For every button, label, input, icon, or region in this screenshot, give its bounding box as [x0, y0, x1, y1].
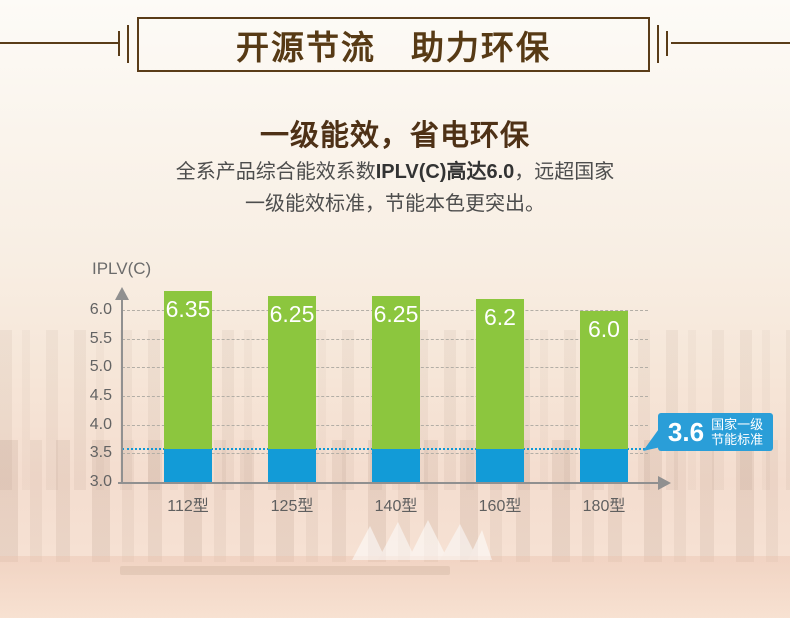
section-subtitle: 一级能效，省电环保 [259, 120, 530, 152]
header-deco-left-short-bar [118, 31, 120, 56]
description-line1-bold: IPLV(C)高达6.0 [375, 161, 515, 183]
bar-value-label: 6.25 [269, 301, 315, 328]
title-banner: 开源节流 助力环保 [137, 17, 650, 72]
header-deco-left-tall-bar [127, 25, 129, 63]
bar-blue-segment [580, 448, 628, 483]
bar-blue-segment [164, 448, 212, 483]
page-title: 开源节流 助力环保 [236, 28, 551, 66]
header-deco-right-tall-bar [657, 25, 659, 63]
y-tick-label: 3.0 [89, 473, 112, 490]
y-tick-label: 4.5 [89, 386, 112, 404]
bar-value-label: 6.2 [484, 304, 516, 331]
x-category-label: 112型 [167, 498, 209, 515]
y-tick-label: 3.5 [89, 444, 112, 462]
y-tick-label: 5.5 [89, 329, 112, 347]
bar-blue-segment [268, 448, 316, 483]
x-category-label: 160型 [478, 498, 522, 515]
x-category-label: 140型 [374, 498, 418, 515]
bar-value-label: 6.0 [588, 315, 620, 342]
threshold-label: 国家一级 节能标准 [711, 417, 763, 447]
y-tick-label: 6.0 [89, 300, 112, 318]
header-deco-left-line [0, 42, 119, 44]
threshold-label-line2: 节能标准 [711, 432, 764, 447]
canada-place-sails-icon [352, 520, 492, 560]
header-deco-right-short-bar [666, 31, 668, 56]
y-axis-arrow-icon [115, 287, 129, 300]
threshold-callout-tail-icon [643, 426, 661, 451]
description-line1-normal: 全系产品综合能效系数 [175, 161, 376, 183]
y-axis-line [121, 298, 123, 484]
background-pier [120, 566, 450, 575]
threshold-callout: 3.6 国家一级 节能标准 [658, 413, 773, 451]
threshold-value: 3.6 [667, 417, 705, 447]
header-deco-right-line [671, 42, 790, 44]
bar-green-segment [580, 310, 628, 449]
bar-green-segment [476, 299, 524, 449]
description-line1-normal2: ，远超国家 [514, 161, 615, 183]
bar-value-label: 6.35 [165, 295, 211, 322]
bar-green-segment [268, 296, 316, 449]
bar-value-label: 6.25 [373, 301, 419, 328]
y-tick-label: 4.0 [89, 415, 112, 433]
background-water [0, 556, 790, 618]
x-category-label: 180型 [582, 498, 626, 515]
y-tick-label: 5.0 [89, 358, 112, 376]
description-line2: 一级能效标准，节能本色更突出。 [245, 193, 545, 215]
section-description: 全系产品综合能效系数IPLV(C)高达6.0，远超国家 一级能效标准，节能本色更… [0, 156, 790, 220]
threshold-label-line1: 国家一级 [711, 417, 764, 432]
x-category-label: 125型 [270, 498, 314, 515]
y-axis-label: IPLV(C) [92, 259, 152, 278]
x-axis-arrow-icon [658, 476, 671, 490]
bar-blue-segment [476, 448, 524, 483]
bar-green-segment [164, 290, 212, 449]
bar-green-segment [372, 296, 420, 449]
x-axis-line [118, 482, 660, 484]
bar-blue-segment [372, 448, 420, 483]
